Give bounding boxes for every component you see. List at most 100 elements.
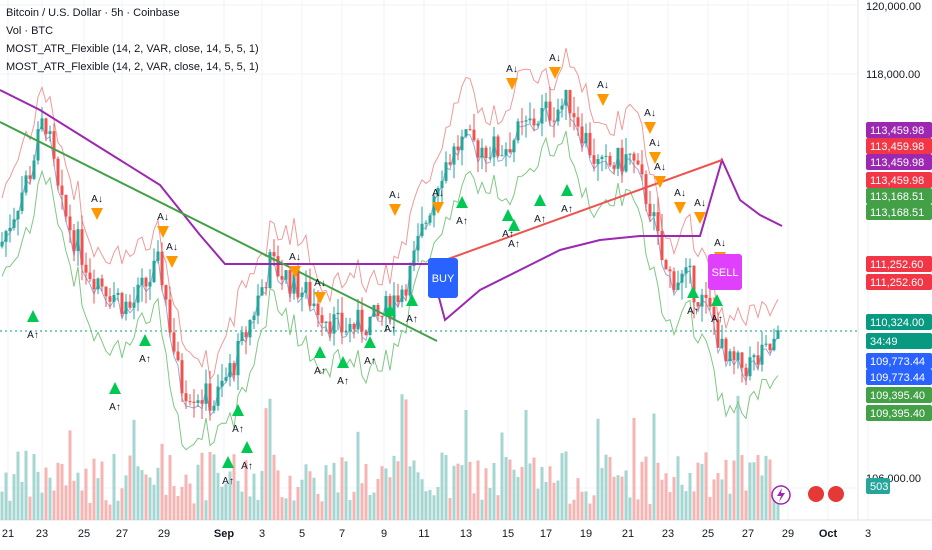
volume-bar — [484, 468, 488, 520]
volume-bar — [724, 459, 728, 520]
volume-bar — [272, 454, 276, 520]
volume-bar — [24, 450, 28, 520]
candle-body — [624, 154, 628, 172]
candle-body — [292, 269, 296, 294]
marker-up-label: A↑ — [384, 324, 396, 335]
volume-bar — [204, 500, 208, 520]
marker-down-label: A↓ — [694, 198, 706, 209]
marker-down-label: A↓ — [597, 80, 609, 91]
price-badge: 109,773.44 — [866, 353, 932, 369]
candle-body — [668, 269, 672, 272]
candle-body — [476, 140, 480, 158]
candle-body — [776, 330, 780, 339]
candle-body — [684, 267, 688, 274]
candle-body — [220, 380, 224, 387]
candle-body — [600, 156, 604, 160]
buy-triangle — [337, 356, 349, 368]
candle-body — [728, 351, 732, 361]
candle-body — [204, 383, 208, 404]
indicator-legend-2[interactable]: MOST_ATR_Flexible (14, 2, VAR, close, 14… — [6, 61, 259, 73]
candle-body — [216, 386, 220, 406]
volume-bar — [768, 459, 772, 520]
indicator-legend-1[interactable]: MOST_ATR_Flexible (14, 2, VAR, close, 14… — [6, 43, 259, 55]
volume-bar — [752, 462, 756, 520]
price-badge-label: 111,252.60 — [870, 259, 923, 271]
volume-legend[interactable]: Vol · BTC — [6, 25, 54, 37]
marker-down-label: A↓ — [91, 194, 103, 205]
volume-bar — [384, 468, 388, 520]
sell-triangle — [597, 94, 609, 106]
time-tick-label: 25 — [78, 528, 90, 540]
volume-bar — [228, 471, 232, 520]
buy-triangle — [364, 336, 376, 348]
volume-bar — [568, 503, 572, 520]
volume-bar — [516, 476, 520, 520]
volume-bar — [528, 463, 532, 520]
volume-bar — [396, 461, 400, 520]
candle-body — [480, 147, 484, 158]
price-badge: 113,168.51 — [866, 188, 932, 204]
sell-triangle — [506, 78, 518, 90]
volume-bar — [192, 503, 196, 520]
candle-body — [116, 292, 120, 295]
candle-body — [168, 299, 172, 333]
time-tick-label: 9 — [381, 528, 387, 540]
candle-body — [704, 294, 708, 298]
volume-bar — [84, 468, 88, 520]
volume-bar — [220, 486, 224, 520]
trend-line-green — [0, 121, 438, 342]
volume-bar — [300, 479, 304, 520]
candle-body — [648, 203, 652, 217]
buy-triangle — [222, 456, 234, 468]
volume-bar — [200, 452, 204, 520]
time-tick-label: 3 — [259, 528, 265, 540]
candle-body — [372, 305, 376, 317]
price-axis[interactable]: 120,000.00118,000.00106,000.00113,459.98… — [866, 1, 932, 494]
marker-up-label: A↑ — [241, 461, 253, 472]
candle-body — [520, 121, 524, 123]
buy-triangle — [139, 334, 151, 346]
volume-bar — [692, 491, 696, 520]
volume-bar — [744, 490, 748, 520]
candle-body — [312, 303, 316, 306]
candle-body — [24, 175, 28, 193]
volume-bar — [664, 473, 668, 520]
candle-body — [736, 352, 740, 361]
candle-body — [152, 260, 156, 283]
price-badge-label: 109,395.40 — [870, 390, 925, 402]
volume-bar — [236, 480, 240, 520]
candle-body — [252, 315, 256, 320]
candle-body — [548, 101, 552, 121]
volume-bar — [92, 458, 96, 520]
price-badge-bg — [866, 478, 890, 494]
volume-bar — [364, 463, 368, 520]
price-badge-bg — [866, 154, 932, 170]
candle-body — [652, 212, 656, 217]
volume-bar — [696, 462, 700, 520]
volume-bar — [164, 494, 168, 520]
volume-bar — [424, 491, 428, 520]
price-badge-bg — [866, 256, 932, 272]
volume-bar — [640, 461, 644, 520]
price-badge: 109,395.40 — [866, 387, 932, 403]
price-badge: 113,168.51 — [866, 204, 932, 220]
volume-bar — [316, 493, 320, 520]
volume-bar — [576, 478, 580, 520]
volume-bar — [288, 475, 292, 520]
candle-body — [52, 131, 56, 159]
symbol-title[interactable]: Bitcoin / U.S. Dollar · 5h · Coinbase — [6, 7, 180, 19]
candle-body — [300, 292, 304, 298]
price-badge-label: 109,773.44 — [870, 356, 925, 368]
volume-bar — [628, 497, 632, 520]
volume-bar — [612, 476, 616, 520]
candle-body — [164, 285, 168, 300]
volume-bar — [656, 462, 660, 520]
marker-up-label: A↑ — [27, 330, 39, 341]
time-axis[interactable]: 21 23 25 27 29 Sep 3 5 7 9 11 13 15 17 19 21 23 25 27 29 Oct… — [2, 528, 871, 540]
candle-body — [560, 105, 564, 110]
volume-bar — [552, 482, 556, 520]
volume-bar — [544, 481, 548, 520]
volume-bar — [360, 483, 364, 520]
candle-body — [148, 282, 152, 287]
